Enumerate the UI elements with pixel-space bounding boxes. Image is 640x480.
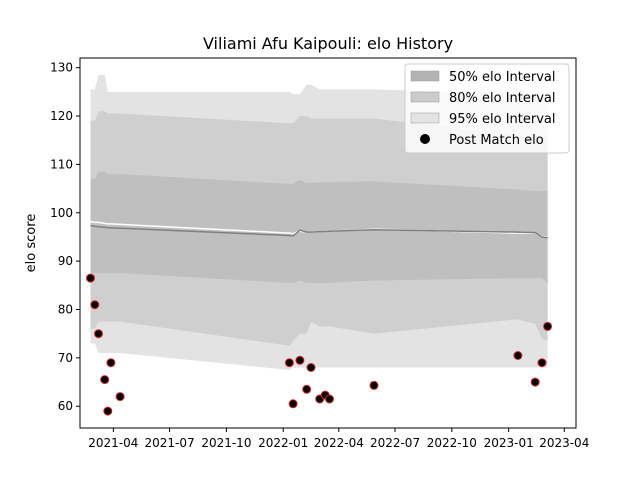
x-tick-label: 2023-01 (484, 436, 534, 450)
post-match-point (90, 300, 100, 310)
x-tick-label: 2023-04 (539, 436, 589, 450)
post-match-point (543, 321, 553, 331)
legend-marker-post-match-elo (420, 134, 430, 144)
legend-swatch-80-elo-interval (410, 91, 440, 103)
x-tick-label: 2022-01 (258, 436, 308, 450)
x-axis-ticks: 2021-04 2021-07 2021-10 2022-01 2022-04 2022-… (88, 428, 589, 450)
band-50-elo-interval (90, 171, 548, 283)
elo-lines (90, 220, 548, 239)
plot-frame (79, 57, 577, 429)
y-axis-label: elo score (24, 214, 39, 273)
post-match-point (115, 392, 125, 402)
post-match-point (295, 355, 305, 365)
post-match-point (537, 358, 547, 368)
y-axis-ticks: 60 70 80 90 100 110 120 130 (50, 61, 80, 413)
legend-label-50-elo-interval: 50% elo Interval (449, 70, 556, 85)
x-tick-label: 2022-10 (427, 436, 477, 450)
post-match-point (325, 394, 334, 404)
elo-line-2 (90, 225, 548, 239)
post-match-point (288, 399, 298, 409)
post-match-point (103, 406, 113, 416)
post-match-point (513, 351, 523, 360)
post-match-point (94, 329, 103, 339)
post-match-point (530, 377, 540, 387)
y-tick-label: 130 (50, 61, 73, 75)
y-tick-label: 60 (58, 399, 73, 413)
post-match-point (106, 358, 116, 368)
post-match-points (86, 273, 553, 416)
legend-swatch-95-elo-interval (410, 112, 440, 124)
x-tick-label: 2022-04 (314, 436, 364, 450)
y-tick-label: 70 (58, 351, 73, 365)
x-tick-label: 2022-07 (370, 436, 420, 450)
y-tick-label: 80 (58, 303, 73, 317)
legend-label-post-match-elo: Post Match elo (449, 133, 544, 148)
post-match-point (284, 358, 294, 368)
legend-box (404, 63, 570, 154)
y-tick-label: 120 (50, 109, 73, 123)
x-tick-label: 2021-10 (201, 436, 251, 450)
x-tick-label: 2021-07 (144, 436, 194, 450)
legend-label-95-elo-interval: 95% elo Interval (449, 112, 556, 127)
x-tick-label: 2021-04 (88, 436, 138, 450)
post-match-point (369, 380, 379, 390)
post-match-point (100, 375, 110, 385)
legend: 50% elo Interval 80% elo Interval 95% elo … (404, 63, 570, 154)
legend-swatch-50-elo-interval (410, 70, 440, 82)
y-tick-label: 100 (50, 206, 73, 220)
post-match-point (302, 384, 312, 394)
legend-label-80-elo-interval: 80% elo Interval (449, 91, 556, 106)
y-tick-label: 90 (58, 254, 73, 268)
post-match-point (306, 363, 316, 372)
y-tick-label: 110 (50, 157, 73, 171)
chart-title: Viliami Afu Kaipouli: elo History (203, 34, 453, 53)
post-match-point (86, 273, 95, 283)
